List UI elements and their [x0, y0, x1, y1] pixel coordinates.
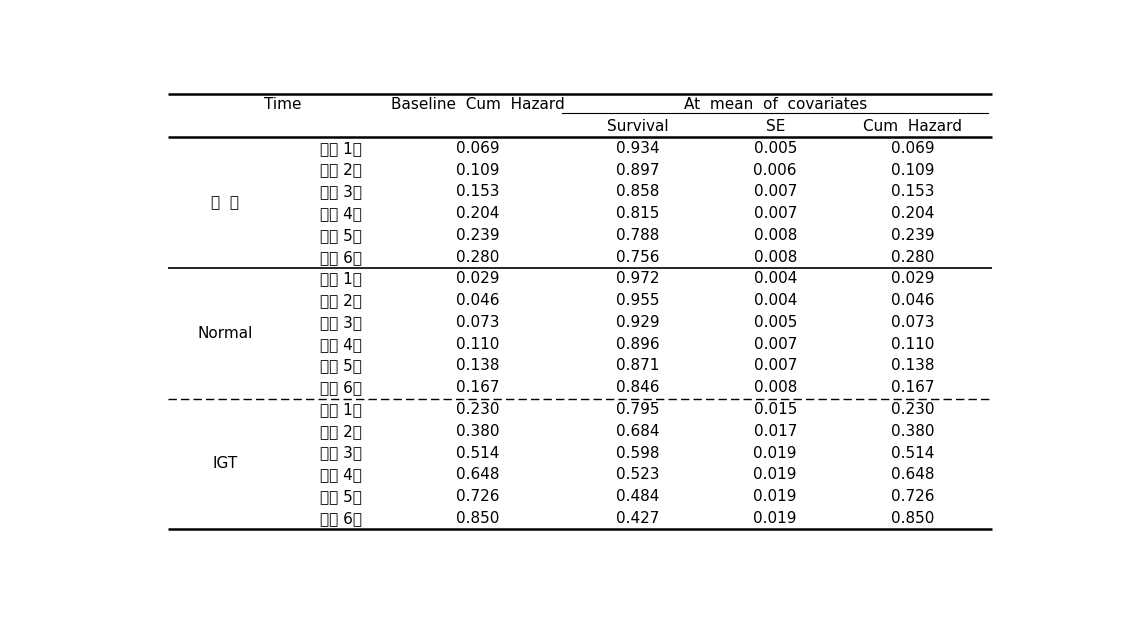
Text: 추적 3기: 추적 3기 — [319, 445, 362, 460]
Text: 0.514: 0.514 — [456, 445, 500, 460]
Text: 추적 4기: 추적 4기 — [320, 206, 361, 221]
Text: 0.726: 0.726 — [891, 489, 934, 504]
Text: 0.850: 0.850 — [456, 511, 500, 526]
Text: 추적 6기: 추적 6기 — [319, 511, 362, 526]
Text: 0.110: 0.110 — [456, 336, 500, 352]
Text: 0.005: 0.005 — [754, 315, 797, 330]
Text: 0.514: 0.514 — [891, 445, 934, 460]
Text: 0.019: 0.019 — [754, 489, 797, 504]
Text: 0.523: 0.523 — [616, 467, 660, 482]
Text: 0.008: 0.008 — [754, 228, 797, 243]
Text: 0.896: 0.896 — [616, 336, 660, 352]
Text: 0.230: 0.230 — [891, 402, 934, 417]
Text: 0.015: 0.015 — [754, 402, 797, 417]
Text: 추적 6기: 추적 6기 — [319, 380, 362, 395]
Text: 0.280: 0.280 — [891, 250, 934, 265]
Text: 0.380: 0.380 — [891, 424, 934, 439]
Text: 추적 4기: 추적 4기 — [320, 336, 361, 352]
Text: 0.598: 0.598 — [616, 445, 660, 460]
Text: 전  체: 전 체 — [212, 195, 240, 210]
Text: 0.934: 0.934 — [616, 141, 660, 156]
Text: 0.005: 0.005 — [754, 141, 797, 156]
Text: 0.073: 0.073 — [456, 315, 500, 330]
Text: 0.167: 0.167 — [891, 380, 934, 395]
Text: 0.017: 0.017 — [754, 424, 797, 439]
Text: 0.239: 0.239 — [891, 228, 935, 243]
Text: 추적 2기: 추적 2기 — [320, 163, 361, 178]
Text: 추적 6기: 추적 6기 — [319, 250, 362, 265]
Text: 0.726: 0.726 — [456, 489, 500, 504]
Text: 0.029: 0.029 — [891, 272, 934, 287]
Text: 0.167: 0.167 — [456, 380, 500, 395]
Text: 0.046: 0.046 — [456, 293, 500, 308]
Text: 추적 1기: 추적 1기 — [320, 141, 361, 156]
Text: 추적 2기: 추적 2기 — [320, 424, 361, 439]
Text: 0.648: 0.648 — [891, 467, 934, 482]
Text: At  mean  of  covariates: At mean of covariates — [684, 97, 867, 112]
Text: 0.788: 0.788 — [616, 228, 660, 243]
Text: 0.004: 0.004 — [754, 293, 797, 308]
Text: 0.929: 0.929 — [616, 315, 660, 330]
Text: 0.204: 0.204 — [456, 206, 500, 221]
Text: 0.484: 0.484 — [616, 489, 660, 504]
Text: Time: Time — [265, 97, 302, 112]
Text: 0.008: 0.008 — [754, 250, 797, 265]
Text: 0.795: 0.795 — [616, 402, 660, 417]
Text: Normal: Normal — [198, 326, 254, 341]
Text: 0.153: 0.153 — [891, 184, 934, 199]
Text: 추적 5기: 추적 5기 — [320, 228, 361, 243]
Text: 0.280: 0.280 — [456, 250, 500, 265]
Text: 0.871: 0.871 — [616, 358, 660, 373]
Text: 0.858: 0.858 — [616, 184, 660, 199]
Text: 0.815: 0.815 — [616, 206, 660, 221]
Text: Survival: Survival — [607, 119, 669, 134]
Text: 0.007: 0.007 — [754, 358, 797, 373]
Text: 0.239: 0.239 — [456, 228, 500, 243]
Text: 0.153: 0.153 — [456, 184, 500, 199]
Text: 0.204: 0.204 — [891, 206, 934, 221]
Text: 추적 2기: 추적 2기 — [320, 293, 361, 308]
Text: 추적 5기: 추적 5기 — [320, 358, 361, 373]
Text: 0.073: 0.073 — [891, 315, 934, 330]
Text: 0.846: 0.846 — [616, 380, 660, 395]
Text: 0.029: 0.029 — [456, 272, 500, 287]
Text: 0.850: 0.850 — [891, 511, 934, 526]
Text: 0.109: 0.109 — [456, 163, 500, 178]
Text: 0.008: 0.008 — [754, 380, 797, 395]
Text: 추적 1기: 추적 1기 — [320, 272, 361, 287]
Text: 0.019: 0.019 — [754, 445, 797, 460]
Text: 0.138: 0.138 — [891, 358, 934, 373]
Text: 0.069: 0.069 — [456, 141, 500, 156]
Text: 0.230: 0.230 — [456, 402, 500, 417]
Text: 0.019: 0.019 — [754, 511, 797, 526]
Text: 추적 1기: 추적 1기 — [320, 402, 361, 417]
Text: 추적 3기: 추적 3기 — [319, 315, 362, 330]
Text: 0.684: 0.684 — [616, 424, 660, 439]
Text: 0.380: 0.380 — [456, 424, 500, 439]
Text: 0.004: 0.004 — [754, 272, 797, 287]
Text: 0.006: 0.006 — [754, 163, 797, 178]
Text: 추적 5기: 추적 5기 — [320, 489, 361, 504]
Text: 0.007: 0.007 — [754, 206, 797, 221]
Text: 0.972: 0.972 — [616, 272, 660, 287]
Text: SE: SE — [765, 119, 784, 134]
Text: 0.756: 0.756 — [616, 250, 660, 265]
Text: 0.897: 0.897 — [616, 163, 660, 178]
Text: IGT: IGT — [213, 457, 238, 472]
Text: Cum  Hazard: Cum Hazard — [864, 119, 962, 134]
Text: 추적 3기: 추적 3기 — [319, 184, 362, 199]
Text: 0.019: 0.019 — [754, 467, 797, 482]
Text: 0.069: 0.069 — [891, 141, 935, 156]
Text: 0.138: 0.138 — [456, 358, 500, 373]
Text: 0.648: 0.648 — [456, 467, 500, 482]
Text: Baseline  Cum  Hazard: Baseline Cum Hazard — [392, 97, 565, 112]
Text: 0.955: 0.955 — [616, 293, 660, 308]
Text: 0.110: 0.110 — [891, 336, 934, 352]
Text: 0.109: 0.109 — [891, 163, 934, 178]
Text: 0.046: 0.046 — [891, 293, 934, 308]
Text: 0.007: 0.007 — [754, 184, 797, 199]
Text: 0.007: 0.007 — [754, 336, 797, 352]
Text: 추적 4기: 추적 4기 — [320, 467, 361, 482]
Text: 0.427: 0.427 — [616, 511, 660, 526]
